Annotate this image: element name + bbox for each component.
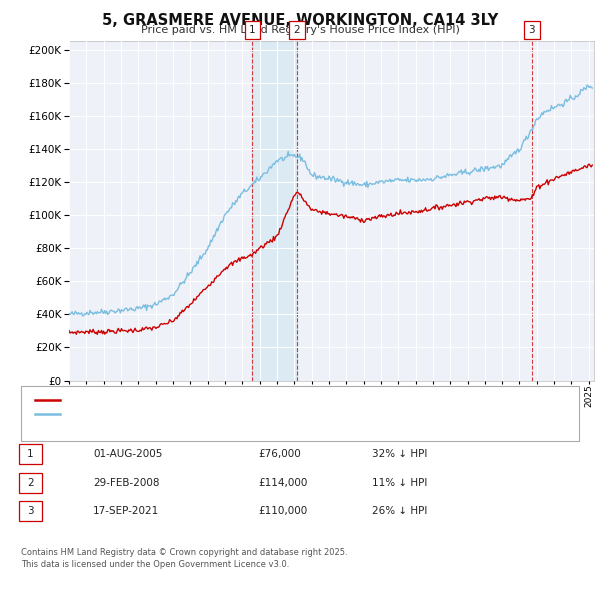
Text: 5, GRASMERE AVENUE, WORKINGTON, CA14 3LY (semi-detached house): 5, GRASMERE AVENUE, WORKINGTON, CA14 3LY…: [67, 395, 419, 405]
Text: 01-AUG-2005: 01-AUG-2005: [93, 450, 163, 459]
Text: 26% ↓ HPI: 26% ↓ HPI: [372, 506, 427, 516]
Text: 3: 3: [27, 506, 34, 516]
Text: 29-FEB-2008: 29-FEB-2008: [93, 478, 160, 487]
Text: 2: 2: [294, 25, 301, 35]
Text: £76,000: £76,000: [258, 450, 301, 459]
Text: Contains HM Land Registry data © Crown copyright and database right 2025.
This d: Contains HM Land Registry data © Crown c…: [21, 548, 347, 569]
Text: 3: 3: [529, 25, 535, 35]
Text: 2: 2: [27, 478, 34, 487]
Text: Price paid vs. HM Land Registry's House Price Index (HPI): Price paid vs. HM Land Registry's House …: [140, 25, 460, 35]
Text: 1: 1: [249, 25, 256, 35]
Text: 17-SEP-2021: 17-SEP-2021: [93, 506, 159, 516]
Text: 5, GRASMERE AVENUE, WORKINGTON, CA14 3LY: 5, GRASMERE AVENUE, WORKINGTON, CA14 3LY: [102, 13, 498, 28]
Text: 32% ↓ HPI: 32% ↓ HPI: [372, 450, 427, 459]
Text: £110,000: £110,000: [258, 506, 307, 516]
Text: 1: 1: [27, 450, 34, 459]
Text: 11% ↓ HPI: 11% ↓ HPI: [372, 478, 427, 487]
Bar: [253, 41, 297, 381]
Text: £114,000: £114,000: [258, 478, 307, 487]
Text: HPI: Average price, semi-detached house, Cumberland: HPI: Average price, semi-detached house,…: [67, 409, 335, 419]
